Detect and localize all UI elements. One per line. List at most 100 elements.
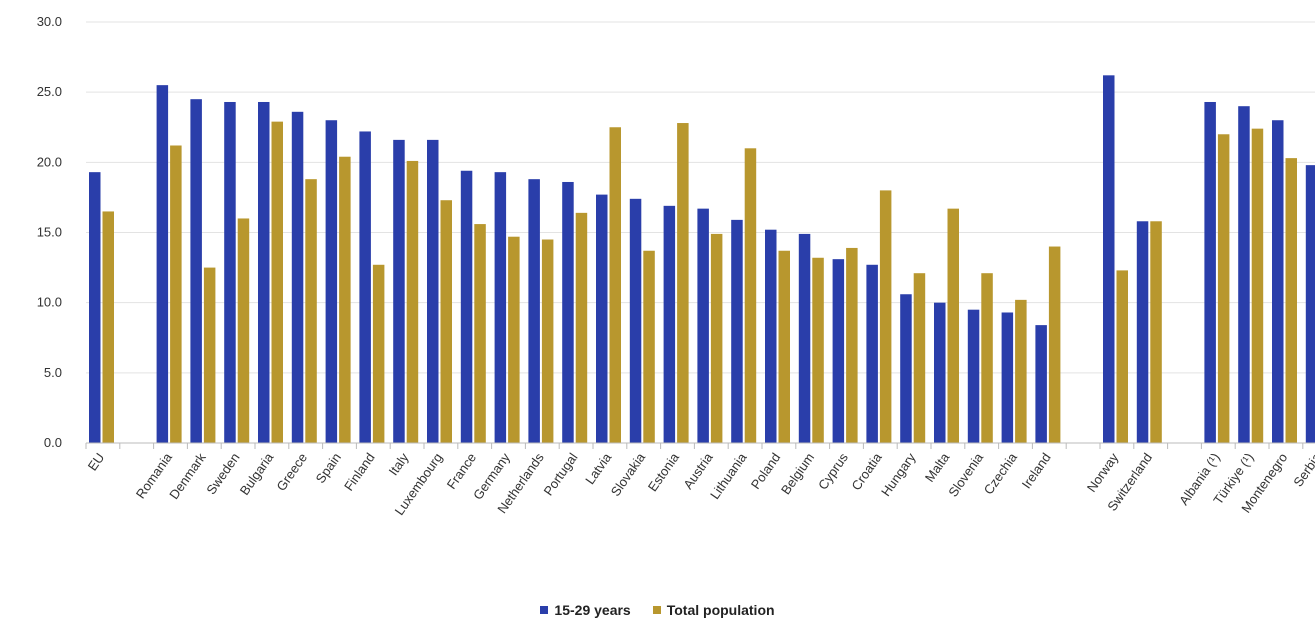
bar-15-29-12 bbox=[494, 172, 507, 443]
bar-total-2 bbox=[170, 145, 182, 443]
legend: 15-29 years Total population bbox=[0, 598, 1315, 622]
bar-total-24 bbox=[913, 273, 926, 443]
bar-total-7 bbox=[339, 156, 351, 443]
bar-total-31 bbox=[1150, 221, 1162, 443]
bar-15-29-9 bbox=[393, 139, 405, 443]
bar-total-34 bbox=[1251, 128, 1264, 444]
bar-total-25 bbox=[947, 208, 959, 443]
bar-15-29-20 bbox=[765, 229, 777, 443]
x-tick-label: Cyprus bbox=[815, 450, 851, 493]
bar-total-22 bbox=[846, 247, 858, 443]
x-tick-label: Serbia bbox=[1290, 449, 1315, 489]
bar-15-29-11 bbox=[460, 170, 473, 443]
bar-15-29-3 bbox=[190, 99, 202, 443]
bar-15-29-5 bbox=[258, 101, 270, 444]
bar-15-29-31 bbox=[1136, 221, 1149, 443]
legend-swatch-15-29 bbox=[540, 606, 549, 614]
bar-15-29-22 bbox=[832, 259, 845, 443]
x-tick-label: Spain bbox=[313, 450, 344, 486]
bar-total-10 bbox=[440, 200, 452, 443]
bar-15-29-14 bbox=[562, 181, 574, 444]
bar-total-4 bbox=[237, 218, 250, 443]
bar-15-29-34 bbox=[1238, 106, 1250, 443]
bar-total-8 bbox=[372, 264, 385, 443]
bar-15-29-0 bbox=[89, 172, 101, 443]
bar-15-29-2 bbox=[156, 85, 169, 444]
bar-15-29-23 bbox=[866, 264, 878, 443]
x-tick-label: EU bbox=[85, 450, 108, 473]
bar-15-29-30 bbox=[1103, 75, 1115, 444]
bar-15-29-8 bbox=[359, 131, 371, 443]
bar-15-29-10 bbox=[427, 139, 439, 443]
bar-total-15 bbox=[609, 127, 621, 443]
x-tick-label: Malta bbox=[922, 449, 953, 484]
bar-total-13 bbox=[541, 239, 554, 443]
bar-15-29-15 bbox=[596, 194, 608, 443]
bar-15-29-4 bbox=[224, 101, 236, 444]
bar-15-29-19 bbox=[731, 219, 743, 443]
y-tick-label: 30.0 bbox=[37, 14, 62, 29]
legend-item-15-29: 15-29 years bbox=[540, 602, 631, 618]
y-tick-label: 10.0 bbox=[37, 295, 62, 310]
x-tick-label: Slovenia bbox=[945, 449, 986, 499]
bar-total-17 bbox=[677, 123, 689, 443]
legend-swatch-total bbox=[652, 606, 661, 614]
bar-total-5 bbox=[271, 121, 283, 444]
x-tick-label: Austria bbox=[680, 449, 716, 491]
x-tick-label: Belgium bbox=[778, 450, 817, 497]
bar-15-29-16 bbox=[629, 198, 642, 443]
legend-item-total: Total population bbox=[652, 602, 775, 618]
y-tick-label: 25.0 bbox=[37, 84, 62, 99]
bar-total-3 bbox=[203, 267, 216, 443]
bar-total-30 bbox=[1116, 270, 1128, 443]
bar-15-29-13 bbox=[528, 179, 540, 443]
y-tick-label: 0.0 bbox=[44, 435, 62, 450]
bar-total-27 bbox=[1015, 299, 1027, 443]
bar-total-6 bbox=[305, 179, 317, 443]
bar-total-23 bbox=[879, 190, 892, 443]
x-tick-label: Poland bbox=[748, 450, 784, 492]
bar-total-19 bbox=[744, 148, 757, 444]
x-tick-label: Finland bbox=[341, 450, 378, 494]
bar-15-29-18 bbox=[697, 208, 709, 443]
x-tick-label: Portugal bbox=[540, 450, 580, 498]
bar-15-29-27 bbox=[1001, 312, 1014, 443]
bar-total-21 bbox=[812, 257, 824, 443]
x-tick-label: Slovakia bbox=[608, 449, 649, 498]
bar-15-29-33 bbox=[1204, 101, 1216, 444]
bar-15-29-35 bbox=[1272, 120, 1284, 443]
bar-15-29-36 bbox=[1305, 165, 1315, 443]
bar-total-11 bbox=[474, 224, 486, 443]
bar-total-35 bbox=[1285, 158, 1297, 443]
x-tick-label: Latvia bbox=[582, 449, 615, 487]
bar-total-18 bbox=[710, 233, 723, 443]
bar-15-29-26 bbox=[967, 309, 980, 443]
y-tick-label: 20.0 bbox=[37, 154, 62, 169]
x-tick-label: Bulgaria bbox=[237, 449, 277, 497]
bar-15-29-24 bbox=[900, 294, 912, 443]
bar-15-29-7 bbox=[325, 120, 338, 443]
bar-15-29-21 bbox=[798, 233, 811, 443]
y-tick-label: 15.0 bbox=[37, 225, 62, 240]
bars bbox=[89, 75, 1315, 444]
legend-label-15-29: 15-29 years bbox=[554, 602, 631, 618]
x-tick-label: Czechia bbox=[981, 449, 1021, 497]
bar-15-29-6 bbox=[291, 111, 304, 444]
x-tick-label: Estonia bbox=[645, 449, 683, 494]
bar-total-16 bbox=[643, 250, 655, 443]
bar-total-14 bbox=[575, 212, 588, 443]
x-tick-label: Italy bbox=[386, 450, 412, 479]
bar-15-29-25 bbox=[934, 302, 946, 443]
y-tick-label: 5.0 bbox=[44, 365, 62, 380]
bar-total-33 bbox=[1217, 134, 1230, 443]
bar-total-12 bbox=[508, 236, 520, 443]
bar-total-0 bbox=[102, 211, 114, 443]
x-tick-label: Hungary bbox=[878, 450, 919, 499]
bar-15-29-17 bbox=[663, 205, 676, 443]
bar-total-28 bbox=[1048, 246, 1061, 443]
bar-total-26 bbox=[981, 273, 993, 443]
legend-label-total: Total population bbox=[666, 602, 775, 618]
bar-total-9 bbox=[406, 160, 419, 443]
